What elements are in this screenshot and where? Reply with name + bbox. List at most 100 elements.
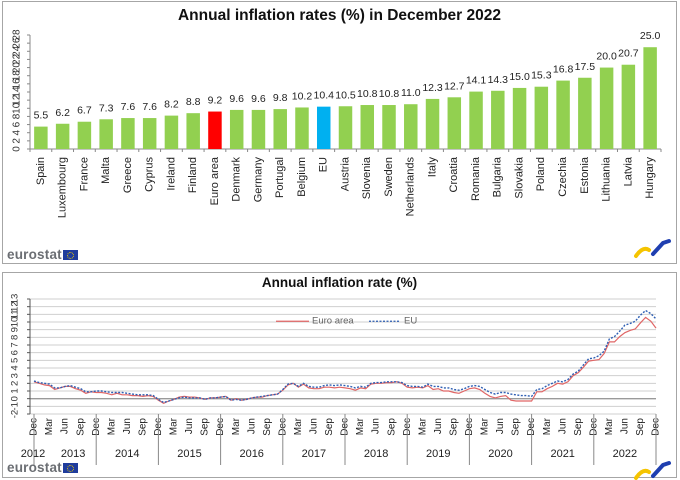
bar-euro-area [208,111,222,149]
year-label: 2013 [61,448,85,460]
x-tick-label: Sep [635,418,646,436]
bar-data-label: 12.3 [422,82,443,94]
y-tick-label: 8 [10,335,21,340]
x-tick-label: Jun [60,418,71,434]
eurostat-swoosh-icon [634,461,671,480]
y-tick-label: 12 [12,94,23,106]
x-tick-label: Spain [35,157,47,185]
bar-sweden [382,105,396,149]
bar-chart-title: Annual inflation rates (%) in December 2… [177,7,501,24]
bar-ireland [164,115,179,149]
bar-bulgaria [491,90,505,149]
x-tick-label: Sep [511,418,522,436]
bar-data-label: 14.1 [466,75,487,87]
bar-eu [316,106,331,149]
bar-data-label: 7.3 [99,102,114,114]
y-tick-label: 10 [12,102,23,114]
year-label: 2022 [613,448,637,460]
bar-chart-panel: Annual inflation rates (%) in December 2… [2,1,677,264]
bar-data-label: 9.2 [208,95,223,107]
y-tick-label: 26 [12,37,23,49]
y-tick-label: 12 [10,301,21,312]
x-tick-label: Cyprus [144,157,156,192]
x-tick-label: Austria [339,156,351,191]
bar-data-label: 20.7 [618,48,639,60]
x-tick-label: Denmark [231,157,243,202]
x-tick-label: Mar [417,417,428,435]
x-tick-label: Sep [386,418,397,436]
x-tick-label: Netherlands [405,157,417,217]
eu-flag-icon [62,462,78,473]
eu-flag-icon [62,249,78,260]
y-tick-label: 11 [10,309,21,319]
eurostat-logo: eurostat [7,460,78,475]
x-tick-label: Poland [535,157,547,191]
bar-slovenia [360,105,375,149]
y-tick-label: 2 [12,138,23,144]
bar-romania [469,91,483,149]
bar-belgium [295,107,309,149]
x-tick-label: Jun [620,418,631,434]
x-tick-label: Portugal [274,157,286,198]
x-tick-label: Czechia [557,156,569,197]
bar-luxembourg [55,123,70,149]
y-tick-label: 4 [12,129,23,135]
bar-poland [534,86,549,149]
x-tick-label: Ireland [165,157,177,191]
series-line-euro-area [33,316,657,404]
bar-cyprus [142,118,157,149]
x-tick-label: Mar [542,417,553,435]
x-tick-label: Latvia [622,156,634,186]
bar-hungary [643,47,657,149]
x-tick-label: Euro area [209,156,221,205]
bar-latvia [621,64,636,149]
y-tick-label: 22 [12,53,23,65]
bar-italy [425,98,440,149]
x-tick-label: Sep [324,418,335,436]
y-tick-label: 16 [12,78,23,90]
x-tick-label: Sep [573,418,584,436]
bar-lithuania [599,67,614,149]
x-tick-label: Mar [293,417,304,435]
bar-data-label: 16.8 [553,64,574,76]
bar-data-label: 15.3 [531,70,552,82]
y-tick-label: 18 [12,70,23,82]
eurostat-logo: eurostat [7,247,78,262]
bar-data-label: 9.6 [251,93,266,105]
y-tick-label: 10 [10,317,21,328]
x-tick-label: Mar [106,417,117,435]
y-tick-label: 6 [10,350,21,355]
bar-data-label: 5.5 [34,110,49,122]
eurostat-logo-text: eurostat [7,247,62,262]
x-tick-label: France [78,157,90,191]
bar-data-label: 8.2 [164,99,179,111]
bar-germany [251,109,266,149]
year-label: 2016 [239,448,263,460]
y-tick-label: 3 [10,373,21,378]
bar-chart: 02468101214161820222426285.5Spain6.2Luxe… [12,29,662,218]
bar-data-label: 7.6 [142,101,157,113]
year-label: 2019 [426,448,450,460]
y-tick-label: 7 [10,342,21,347]
x-tick-label: Malta [100,156,112,184]
bar-data-label: 10.8 [379,88,400,100]
bar-slovakia [512,87,527,149]
bar-data-label: 9.6 [229,93,244,105]
y-tick-label: 1 [10,388,21,393]
bar-greece [121,118,135,149]
bar-denmark [229,109,244,149]
bar-data-label: 8.8 [186,96,201,108]
x-tick-label: Finland [187,157,199,193]
bar-data-label: 10.4 [314,90,335,102]
x-tick-label: Bulgaria [492,156,504,197]
bar-netherlands [404,104,418,149]
x-tick-label: Jun [122,418,133,434]
bar-czechia [556,80,570,149]
y-tick-label: 0 [10,396,21,401]
bar-croatia [447,97,462,149]
x-tick-label: Mar [231,417,242,435]
x-tick-label: Greece [122,157,134,193]
x-tick-label: Lithuania [601,156,613,202]
x-tick-label: Sep [200,418,211,436]
